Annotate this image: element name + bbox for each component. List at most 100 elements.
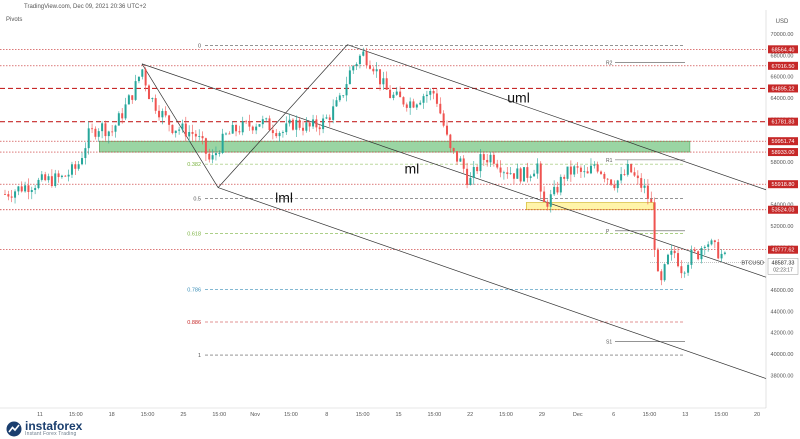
candle-body (358, 55, 361, 65)
y-tick-label: 58000.00 (771, 160, 794, 166)
candle-body (697, 251, 700, 260)
x-tick-label: 29 (539, 412, 545, 418)
x-tick-label: 15:00 (643, 412, 657, 418)
candle-body (171, 124, 174, 134)
candle-body (492, 154, 495, 164)
candle-body (419, 102, 422, 105)
current-price-label: 48587.33 (772, 260, 795, 266)
pivot-level-label: P (606, 229, 610, 235)
candle-body (275, 133, 278, 137)
candle-body (101, 123, 104, 132)
candle-body (573, 166, 576, 175)
candle-body (569, 166, 572, 175)
candle-body (603, 173, 606, 179)
price-level-tag (768, 61, 798, 70)
candle-body (158, 110, 161, 118)
candle-body (502, 172, 505, 174)
candle-body (693, 249, 696, 252)
candle-body (295, 119, 298, 130)
candle-body (352, 66, 355, 71)
x-tick-label: 20 (754, 412, 760, 418)
candle-body (355, 64, 358, 67)
candle-body (399, 91, 402, 98)
candle-body (235, 124, 238, 132)
candle-body (670, 250, 673, 255)
y-tick-label: 38000.00 (771, 373, 794, 379)
pitchfork-handle-2 (141, 63, 219, 188)
candle-body (720, 253, 723, 259)
candle-body (302, 127, 305, 131)
x-tick-label: 15:00 (714, 412, 728, 418)
candle-body (519, 168, 522, 182)
y-tick-label: 68000.00 (771, 53, 794, 59)
yellow-zone (525, 202, 654, 211)
candle-body (208, 153, 211, 160)
candle-body (147, 85, 150, 100)
candle-body (606, 178, 609, 180)
candle-body (87, 128, 90, 149)
candle-body (476, 166, 479, 172)
candle-body (683, 272, 686, 274)
candle-body (523, 167, 526, 182)
candle-body (124, 104, 127, 119)
candle-body (168, 115, 171, 125)
candle-body (288, 119, 291, 124)
brand-logo: instaforex Instant Forex Trading (6, 420, 82, 437)
y-tick-label: 46000.00 (771, 288, 794, 294)
candle-body (245, 121, 248, 123)
candle-body (717, 242, 720, 259)
price-level-label: 64895.22 (772, 86, 795, 92)
price-level-tag (768, 45, 798, 54)
candle-body (512, 173, 515, 179)
candle-body (117, 113, 120, 126)
candle-body (97, 131, 100, 137)
candle-body (616, 180, 619, 189)
candle-body (184, 123, 187, 137)
candle-body (17, 186, 20, 192)
price-level-label: 68564.40 (772, 47, 795, 53)
candle-body (204, 138, 207, 154)
candle-body (539, 163, 542, 192)
candle-body (506, 172, 509, 175)
candle-body (546, 201, 549, 207)
candle-body (50, 176, 53, 186)
candle-body (630, 163, 633, 173)
candle-body (37, 179, 40, 189)
candle-body (285, 123, 288, 133)
upper-median-line (347, 44, 767, 191)
candle-body (563, 176, 566, 179)
candle-body (305, 122, 308, 131)
candle-body (4, 194, 6, 195)
fib-level-label: 0 (198, 44, 201, 50)
candle-body (141, 69, 144, 77)
x-tick-label: 15:00 (427, 412, 441, 418)
candle-body (241, 121, 244, 133)
candle-body (626, 163, 629, 175)
candle-body (328, 117, 331, 120)
candle-body (20, 186, 23, 192)
candle-body (84, 148, 87, 159)
candle-body (610, 179, 613, 185)
candle-body (633, 172, 636, 176)
candle-body (462, 158, 465, 169)
lower-median-line (217, 187, 767, 379)
candle-body (472, 166, 475, 178)
candle-body (368, 65, 371, 69)
candle-body (315, 119, 318, 128)
candle-body (10, 196, 13, 198)
candle-body (34, 188, 37, 191)
candle-body (24, 185, 27, 192)
candle-body (47, 176, 50, 181)
candle-body (121, 113, 124, 119)
candle-body (258, 124, 261, 127)
candle-body (44, 174, 47, 181)
candle-body (422, 96, 425, 103)
candle-body (677, 253, 680, 267)
price-level-label: 59951.74 (772, 139, 795, 145)
candle-body (178, 129, 181, 131)
candle-body (449, 134, 452, 149)
candle-body (312, 119, 315, 127)
candle-body (442, 113, 445, 126)
candle-body (228, 133, 231, 135)
